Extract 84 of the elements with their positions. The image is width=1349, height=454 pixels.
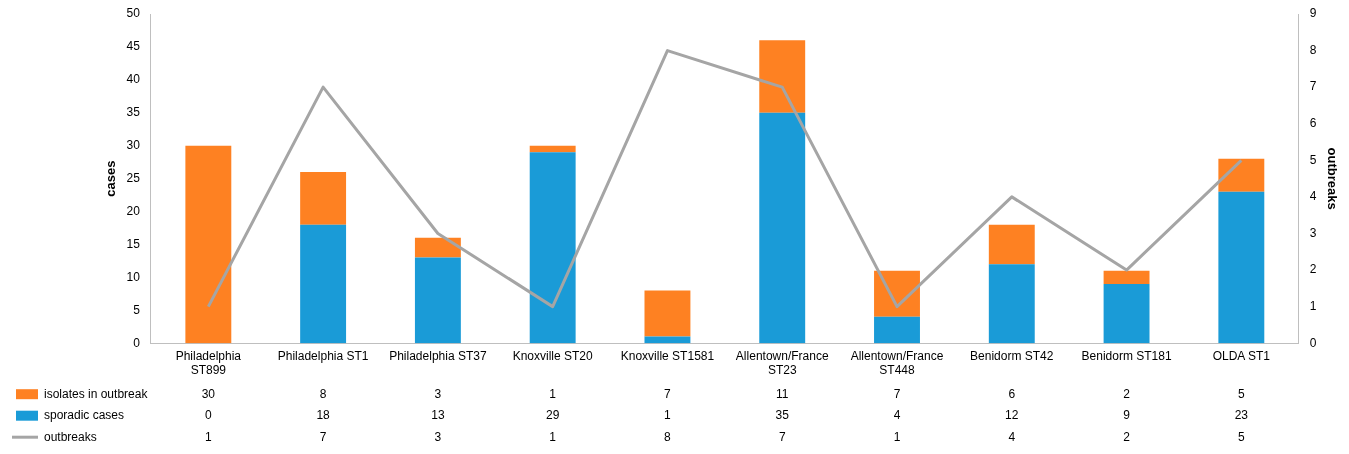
data-label: 1 — [893, 429, 901, 444]
legend-label: outbreaks — [44, 429, 97, 444]
y-tick-label: 15 — [126, 236, 141, 251]
data-label: 6 — [1008, 386, 1016, 401]
data-label: 4 — [1008, 429, 1016, 444]
bar — [1103, 283, 1150, 344]
y2-axis-title: outbreaks — [1324, 147, 1340, 210]
y2-tick-label: 1 — [1309, 298, 1317, 313]
y2-tick-label: 0 — [1309, 335, 1317, 350]
x-tick-label: OLDA ST1 — [1212, 348, 1271, 363]
x-tick-label: Philadelphia ST1 — [277, 348, 369, 363]
y-tick-label: 35 — [126, 105, 141, 120]
data-label: 1 — [549, 386, 557, 401]
y2-tick-label: 5 — [1309, 152, 1317, 167]
y-tick-label: 30 — [126, 137, 141, 152]
y-tick-label: 45 — [126, 39, 141, 54]
data-label: 5 — [1237, 429, 1245, 444]
y-tick-label: 40 — [126, 72, 141, 87]
y2-tick-label: 2 — [1309, 262, 1317, 277]
x-tick-label: Benidorm ST42 — [970, 348, 1054, 363]
x-tick-label: Benidorm ST181 — [1081, 348, 1172, 363]
y2-tick-label: 9 — [1309, 6, 1317, 21]
data-label: 2 — [1123, 386, 1131, 401]
data-label: 8 — [319, 386, 327, 401]
y2-tick-label: 7 — [1309, 79, 1317, 94]
y2-tick-label: 6 — [1309, 116, 1317, 131]
data-label: 2 — [1123, 429, 1131, 444]
bar — [1218, 191, 1265, 344]
bar — [644, 290, 691, 337]
data-label: 23 — [1234, 408, 1249, 423]
x-tick-label: Knoxville ST1581 — [620, 348, 715, 363]
y-tick-label: 5 — [133, 302, 141, 317]
y-tick-label: 20 — [126, 203, 141, 218]
data-label: 1 — [549, 429, 557, 444]
data-label: 29 — [545, 408, 560, 423]
y-tick-label: 0 — [133, 335, 141, 350]
bar — [874, 316, 920, 344]
bar — [759, 112, 806, 344]
x-tick-label: Allentown/France ST23 — [735, 348, 829, 378]
bar — [1103, 270, 1150, 284]
bar — [644, 336, 691, 344]
data-label: 30 — [201, 386, 216, 401]
data-label: 7 — [778, 429, 786, 444]
data-label: 7 — [893, 386, 901, 401]
x-tick-label: Knoxville ST20 — [512, 348, 594, 363]
data-label: 7 — [319, 429, 327, 444]
data-label: 3 — [434, 429, 442, 444]
data-label: 18 — [316, 408, 331, 423]
y2-tick-label: 3 — [1309, 225, 1317, 240]
data-label: 1 — [204, 429, 212, 444]
bar — [529, 152, 576, 344]
data-label: 0 — [204, 408, 212, 423]
y-axis-title: cases — [103, 160, 119, 197]
bar — [414, 237, 461, 258]
y-tick-label: 25 — [126, 170, 141, 185]
data-label: 11 — [775, 386, 789, 401]
bar — [759, 40, 806, 113]
bar — [185, 145, 232, 344]
y2-tick-label: 8 — [1309, 42, 1317, 57]
data-label: 8 — [664, 429, 672, 444]
x-tick-label: Philadelphia ST899 — [175, 348, 242, 378]
data-label: 7 — [664, 386, 672, 401]
data-label: 4 — [893, 408, 901, 423]
bar — [1218, 158, 1265, 192]
legend-label: isolates in outbreak — [44, 386, 149, 401]
y-tick-label: 10 — [126, 269, 141, 284]
bar — [300, 172, 347, 225]
data-label: 5 — [1237, 386, 1245, 401]
data-label: 3 — [434, 386, 442, 401]
legend-label: sporadic cases — [44, 408, 125, 423]
bar — [988, 224, 1035, 265]
bar — [300, 224, 347, 344]
bar — [529, 145, 576, 153]
y-tick-label: 50 — [126, 6, 141, 21]
bar — [988, 264, 1035, 344]
data-label: 1 — [664, 408, 672, 423]
y2-tick-label: 4 — [1309, 189, 1317, 204]
data-label: 9 — [1123, 408, 1131, 423]
x-tick-label: Philadelphia ST37 — [389, 348, 487, 363]
data-label: 12 — [1005, 408, 1019, 423]
data-label: 13 — [431, 408, 445, 423]
bar — [414, 257, 461, 344]
data-label: 35 — [775, 408, 790, 423]
x-tick-label: Allentown/France ST448 — [850, 348, 944, 378]
